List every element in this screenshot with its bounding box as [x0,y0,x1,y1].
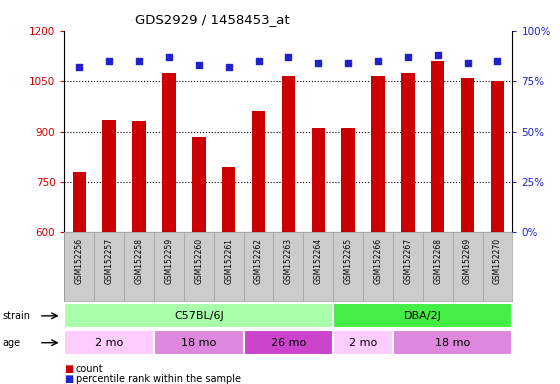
Bar [222,167,235,232]
Text: GSM152258: GSM152258 [134,238,143,284]
Bar [73,172,86,232]
Point [75,64,84,70]
Text: count: count [76,364,103,374]
Text: 18 mo: 18 mo [435,338,470,348]
Bar [371,76,385,232]
Point [254,58,263,64]
Point [433,52,442,58]
Point [165,54,174,60]
Bar [431,61,445,232]
Text: GSM152266: GSM152266 [374,238,382,284]
Bar [342,128,355,232]
Text: age: age [3,338,21,348]
Bar [162,73,176,232]
Text: ■: ■ [64,364,74,374]
Bar [311,128,325,232]
Point [403,54,412,60]
Bar [333,330,393,355]
Bar [102,120,116,232]
Text: strain: strain [3,311,31,321]
Point [493,58,502,64]
Text: GDS2929 / 1458453_at: GDS2929 / 1458453_at [136,13,290,26]
Text: GSM152263: GSM152263 [284,238,293,284]
Bar [64,330,154,355]
Bar [333,303,512,328]
Text: 2 mo: 2 mo [349,338,377,348]
Point [105,58,114,64]
Text: GSM152264: GSM152264 [314,238,323,284]
Text: GSM152262: GSM152262 [254,238,263,284]
Text: GSM152257: GSM152257 [105,238,114,284]
Bar [132,121,146,232]
Text: percentile rank within the sample: percentile rank within the sample [76,374,241,384]
Text: 2 mo: 2 mo [95,338,123,348]
Bar [282,76,295,232]
Bar [401,73,414,232]
Point [134,58,143,64]
Point [344,60,353,66]
Bar [393,330,512,355]
Text: GSM152267: GSM152267 [403,238,412,284]
Bar [252,111,265,232]
Bar [64,303,333,328]
Point [284,54,293,60]
Text: GSM152259: GSM152259 [165,238,174,284]
Text: GSM152268: GSM152268 [433,238,442,284]
Text: GSM152269: GSM152269 [463,238,472,284]
Text: GSM152260: GSM152260 [194,238,203,284]
Text: 26 mo: 26 mo [271,338,306,348]
Text: GSM152261: GSM152261 [224,238,233,284]
Point [314,60,323,66]
Text: GSM152265: GSM152265 [344,238,353,284]
Text: 18 mo: 18 mo [181,338,216,348]
Point [374,58,382,64]
Point [463,60,472,66]
Text: DBA/2J: DBA/2J [404,311,442,321]
Text: ■: ■ [64,374,74,384]
Bar [461,78,474,232]
Bar [244,330,333,355]
Text: C57BL/6J: C57BL/6J [174,311,223,321]
Point [194,62,203,68]
Bar [154,330,244,355]
Text: GSM152270: GSM152270 [493,238,502,284]
Point [224,64,233,70]
Text: GSM152256: GSM152256 [75,238,84,284]
Bar [192,137,206,232]
Bar [491,81,504,232]
